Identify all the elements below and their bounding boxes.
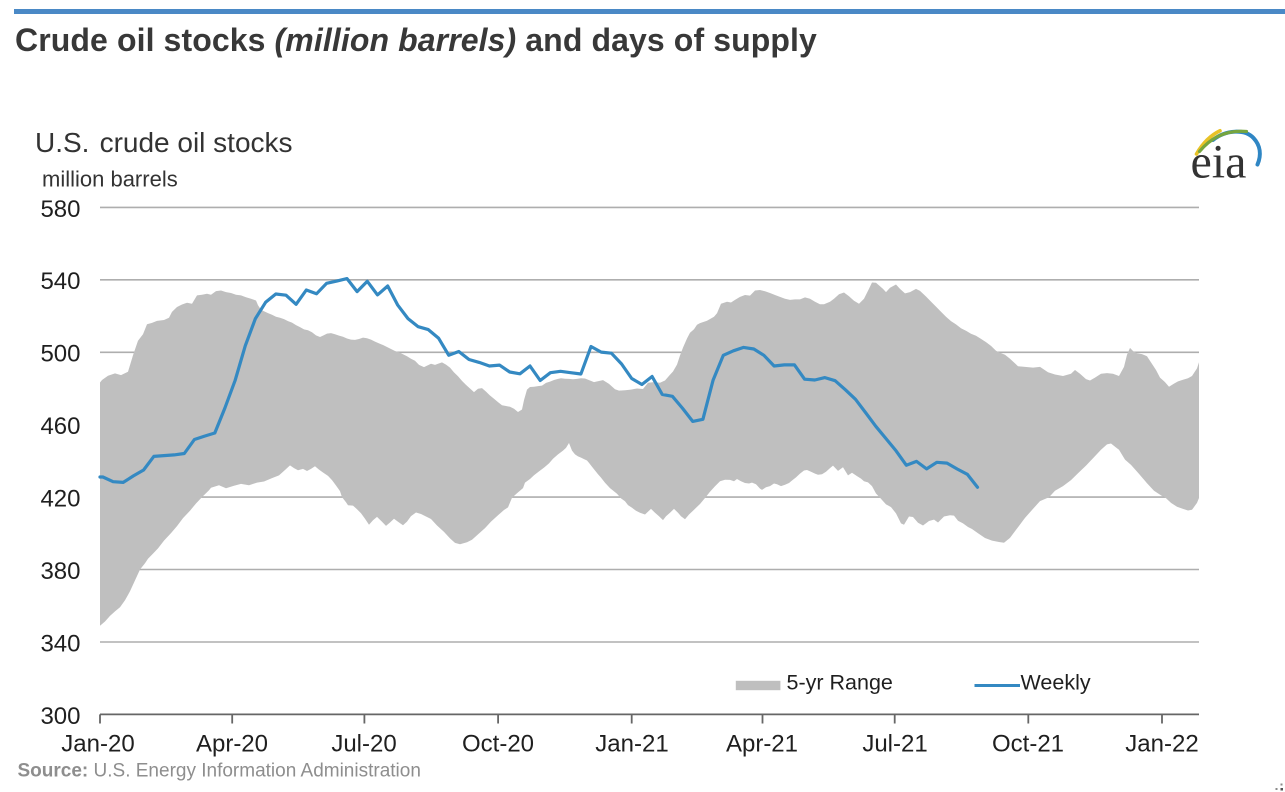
svg-text:Jul-20: Jul-20 (331, 731, 396, 758)
svg-text:Apr-20: Apr-20 (196, 731, 268, 758)
svg-text:420: 420 (40, 486, 80, 513)
svg-text:5-yr Range: 5-yr Range (787, 670, 893, 694)
svg-text:Weekly: Weekly (1021, 670, 1091, 694)
svg-text:Jan-21: Jan-21 (595, 731, 668, 758)
svg-text:580: 580 (40, 196, 80, 223)
svg-text:Apr-21: Apr-21 (726, 731, 798, 758)
svg-text:Jan-22: Jan-22 (1125, 731, 1198, 758)
svg-text:340: 340 (40, 630, 80, 657)
svg-text:Oct-20: Oct-20 (462, 731, 534, 758)
svg-text:million barrels: million barrels (42, 167, 178, 192)
svg-text:U.S. crude oil stocks: U.S. crude oil stocks (35, 127, 293, 158)
svg-text:Jul-21: Jul-21 (862, 731, 927, 758)
svg-text:Jan-20: Jan-20 (61, 731, 134, 758)
svg-text:380: 380 (40, 558, 80, 585)
svg-text:eia: eia (1191, 136, 1247, 189)
svg-text:540: 540 (40, 268, 80, 295)
svg-text:500: 500 (40, 341, 80, 368)
svg-text:Oct-21: Oct-21 (992, 731, 1064, 758)
svg-text:300: 300 (40, 703, 80, 730)
svg-text:Source: U.S. Energy Informatio: Source: U.S. Energy Information Administ… (18, 761, 421, 782)
svg-text:460: 460 (40, 413, 80, 440)
